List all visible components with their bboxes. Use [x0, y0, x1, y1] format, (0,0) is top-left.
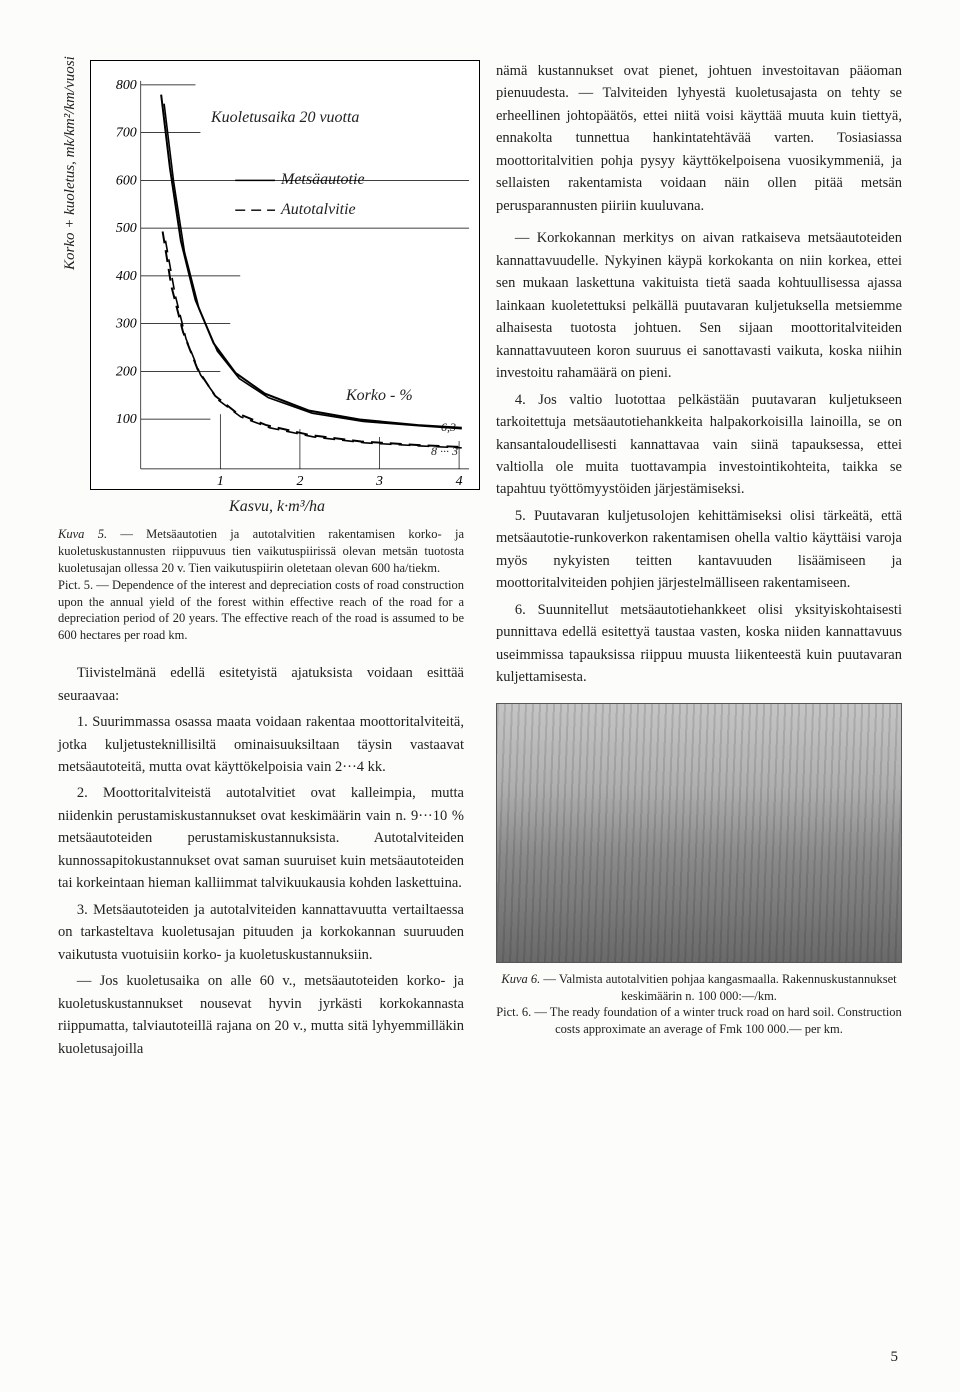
svg-text:700: 700: [116, 126, 137, 141]
chart-x-axis-label: Kasvu, k·m³/ha: [90, 498, 464, 516]
svg-text:2: 2: [296, 474, 303, 489]
caption5-badge-en: Pict. 5.: [58, 578, 93, 592]
caption6-badge-fi: Kuva 6.: [501, 972, 540, 986]
svg-text:3: 3: [375, 474, 383, 489]
right-p6: 6. Suunnitellut metsäautotiehankkeet oli…: [496, 599, 902, 689]
right-p-korko: — Korkokannan merkitys on aivan ratkaise…: [496, 227, 902, 384]
right-p5: 5. Puutavaran kuljetusolojen kehittämise…: [496, 505, 902, 595]
right-p4: 4. Jos valtio luotottaa pelkästään puuta…: [496, 389, 902, 501]
svg-text:600: 600: [116, 173, 137, 188]
left-p1: 1. Suurimmassa osassa maata voidaan rake…: [58, 711, 464, 778]
left-p2: 2. Moottoritalviteistä autotalvitiet ova…: [58, 782, 464, 894]
svg-text:1: 1: [217, 474, 224, 489]
caption6-text-fi: — Valmista autotalvitien pohjaa kangasma…: [540, 972, 896, 1003]
figure-6-photo: [496, 703, 902, 963]
right-column: nämä kustannukset ovat pienet, johtuen i…: [496, 60, 902, 1064]
figure-5-caption: Kuva 5. — Metsäautotien ja autotalvitien…: [58, 526, 464, 644]
svg-text:200: 200: [116, 364, 137, 379]
caption5-badge-fi: Kuva 5.: [58, 527, 107, 541]
chart-curve-lower-outer: [163, 232, 462, 447]
figure-6-caption: Kuva 6. — Valmista autotalvitien pohjaa …: [496, 971, 902, 1039]
svg-text:800: 800: [116, 78, 137, 93]
chart-curve-upper-inner: [164, 104, 462, 429]
chart-y-axis-label: Korko + kuoletus, mk/km²/km/vuosi: [62, 56, 79, 270]
left-p3b: — Jos kuoletusaika on alle 60 v., metsäa…: [58, 970, 464, 1060]
caption5-text-en: — Dependence of the interest and depreci…: [58, 578, 464, 643]
left-column: Korko + kuoletus, mk/km²/km/vuosi Kuolet…: [58, 60, 464, 1064]
chart-svg: 100 200 300 400 500 600 700 800 1 2 3: [91, 61, 479, 489]
page-columns: Korko + kuoletus, mk/km²/km/vuosi Kuolet…: [58, 60, 902, 1064]
left-p3: 3. Metsäautoteiden ja autotalviteiden ka…: [58, 899, 464, 966]
svg-text:100: 100: [116, 412, 137, 427]
caption6-badge-en: Pict. 6.: [496, 1005, 531, 1019]
caption6-text-en: — The ready foundation of a winter truck…: [531, 1005, 902, 1036]
svg-text:400: 400: [116, 269, 137, 284]
svg-text:300: 300: [115, 317, 137, 332]
caption5-text-fi: — Metsäautotien ja autotalvitien rakenta…: [58, 527, 464, 575]
chart-curve-upper-solid: [161, 95, 462, 428]
svg-text:500: 500: [116, 221, 137, 236]
chart-curve-lower-inner: [166, 241, 462, 448]
page-number: 5: [891, 1349, 899, 1366]
left-intro: Tiivistelmänä edellä esitetyistä ajatuks…: [58, 662, 464, 707]
chart-figure-5: Kuoletusaika 20 vuotta Metsäautotie Auto…: [90, 60, 480, 490]
svg-text:4: 4: [456, 474, 463, 489]
right-p-continuation: nämä kustannukset ovat pienet, johtuen i…: [496, 60, 902, 217]
